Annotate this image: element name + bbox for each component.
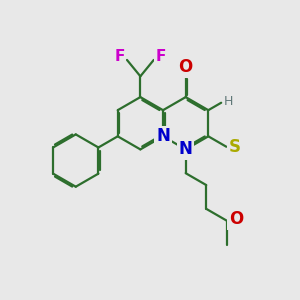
Text: S: S	[229, 138, 241, 156]
Text: H: H	[224, 95, 233, 108]
Text: N: N	[156, 127, 170, 145]
Text: F: F	[114, 49, 125, 64]
Text: F: F	[156, 49, 166, 64]
Text: O: O	[178, 58, 193, 76]
Text: N: N	[179, 140, 193, 158]
Text: O: O	[229, 210, 243, 228]
